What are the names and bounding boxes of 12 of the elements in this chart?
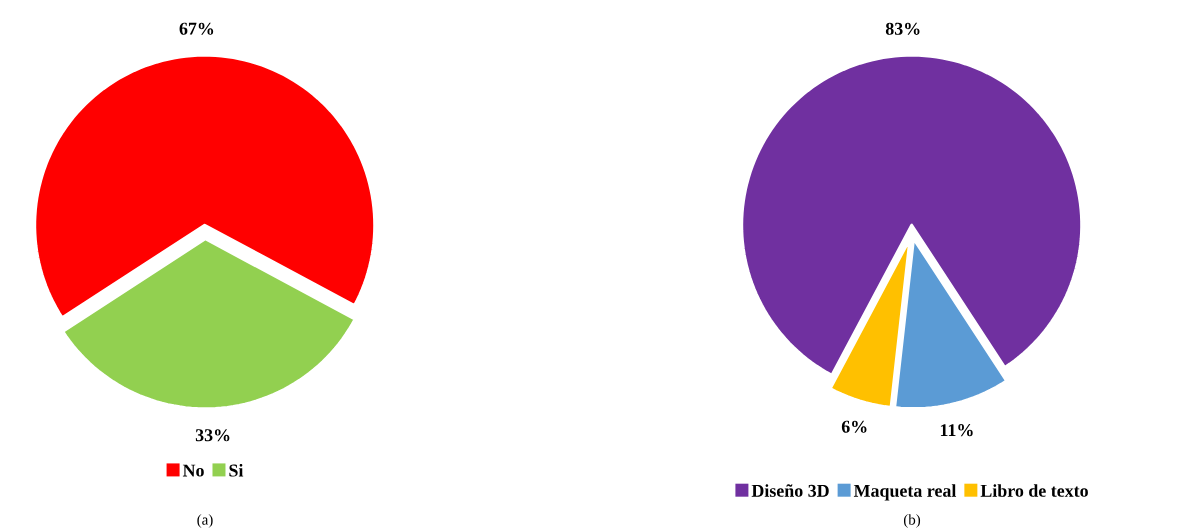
legend-label: Diseño 3D [751, 484, 829, 497]
text: (a) [197, 514, 213, 528]
text: (b) [903, 514, 921, 528]
legend-label: No [182, 464, 204, 477]
legend-label: Maqueta real [853, 484, 957, 501]
data-label: 83% [885, 22, 920, 35]
data-label: 11% [940, 424, 973, 437]
legend-label: Si [229, 463, 244, 477]
data-label: 33% [195, 429, 230, 442]
legend-label: Libro de texto [980, 484, 1088, 497]
data-label: 67% [179, 22, 214, 35]
data-label: 6% [841, 420, 867, 433]
